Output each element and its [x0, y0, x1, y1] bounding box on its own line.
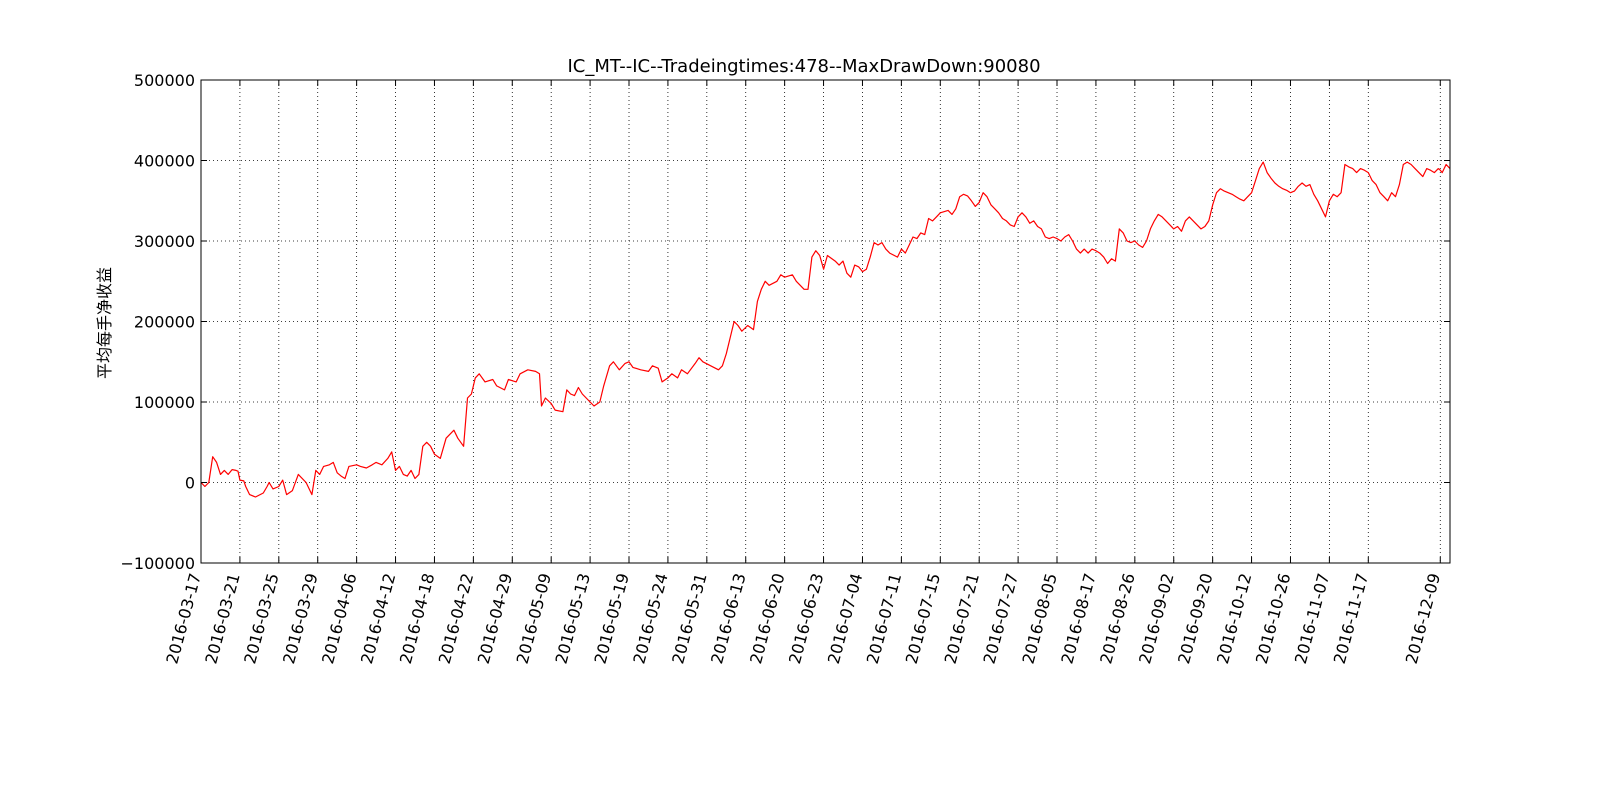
x-tick-label: 2016-03-29	[279, 571, 321, 666]
x-tick-label: 2016-04-12	[357, 571, 399, 666]
x-tick-label: 2016-11-07	[1291, 571, 1333, 666]
x-tick-label: 2016-03-25	[240, 571, 282, 666]
x-tick-label: 2016-05-13	[552, 571, 594, 666]
y-tick-label: 200000	[134, 313, 195, 332]
y-tick-label: 0	[185, 474, 195, 493]
x-tick-label: 2016-04-06	[318, 571, 360, 666]
y-axis: −100000 0 100000 200000 300000 400000 500000	[121, 71, 1450, 573]
x-tick-label: 2016-05-31	[668, 571, 710, 666]
x-tick-label: 2016-03-17	[162, 571, 204, 666]
x-tick-label: 2016-06-23	[785, 571, 827, 666]
y-tick-label: 500000	[134, 71, 195, 90]
x-tick-label: 2016-07-11	[863, 571, 905, 666]
y-axis-label: 平均每手净收益	[95, 267, 114, 379]
x-tick-label: 2016-03-21	[201, 571, 243, 666]
x-tick-label: 2016-04-29	[474, 571, 516, 666]
x-tick-label: 2016-05-09	[513, 571, 555, 666]
chart-title: IC_MT--IC--Tradeingtimes:478--MaxDrawDow…	[567, 56, 1040, 77]
y-tick-label: −100000	[121, 554, 195, 573]
y-tick-label: 400000	[134, 152, 195, 171]
x-tick-label: 2016-08-05	[1018, 571, 1060, 666]
x-tick-label: 2016-07-15	[902, 571, 944, 666]
x-tick-label: 2016-06-20	[746, 571, 788, 666]
x-tick-label: 2016-10-12	[1213, 571, 1255, 666]
x-tick-label: 2016-08-17	[1057, 571, 1099, 666]
x-tick-label: 2016-09-02	[1135, 571, 1177, 666]
grid-lines	[200, 80, 1450, 563]
x-tick-label: 2016-10-26	[1252, 571, 1294, 666]
x-tick-label: 2016-07-27	[980, 571, 1022, 666]
x-tick-label: 2016-06-13	[707, 571, 749, 666]
x-tick-label: 2016-09-20	[1174, 571, 1216, 666]
x-tick-label: 2016-07-21	[941, 571, 983, 666]
series-layer	[200, 161, 1451, 498]
y-tick-label: 100000	[134, 393, 195, 412]
x-tick-label: 2016-04-22	[435, 571, 477, 666]
x-tick-label: 2016-05-19	[590, 571, 632, 666]
x-tick-label: 2016-05-24	[629, 571, 671, 666]
y-tick-label: 300000	[134, 232, 195, 251]
series-line	[200, 161, 1451, 498]
x-tick-label: 2016-12-09	[1402, 571, 1444, 666]
x-tick-label: 2016-08-26	[1096, 571, 1138, 666]
x-tick-label: 2016-07-04	[824, 571, 866, 666]
x-tick-label: 2016-11-17	[1330, 571, 1372, 666]
x-tick-label: 2016-04-18	[396, 571, 438, 666]
